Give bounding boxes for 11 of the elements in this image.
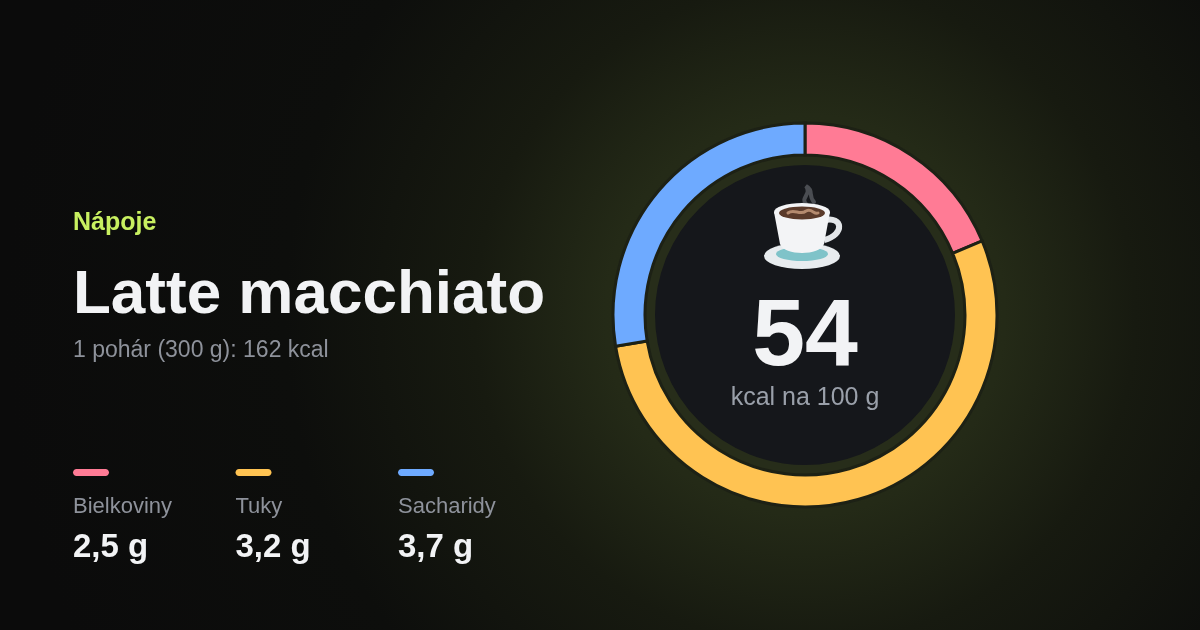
text: Latte macchiato (73, 257, 546, 326)
text: kcal na 100 g (730, 382, 880, 410)
legend-label: Bielkoviny (73, 493, 173, 518)
text: Nápoje (73, 207, 157, 235)
text: 1 pohár (300 g): 162 kcal (73, 336, 329, 362)
legend-label: Tuky (235, 493, 283, 518)
legend-label: Sacharidy (398, 493, 496, 518)
text: 3,7 g (398, 527, 474, 564)
text: 2,5 g (73, 527, 149, 564)
text: 54 (752, 279, 858, 385)
text: 3,2 g (235, 527, 311, 564)
